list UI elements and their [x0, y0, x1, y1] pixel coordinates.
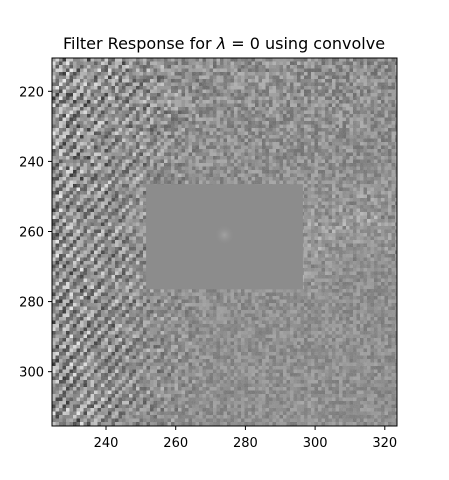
- chart-title: Filter Response for λ = 0 using convolve: [63, 34, 385, 53]
- heatmap-image: [52, 58, 397, 426]
